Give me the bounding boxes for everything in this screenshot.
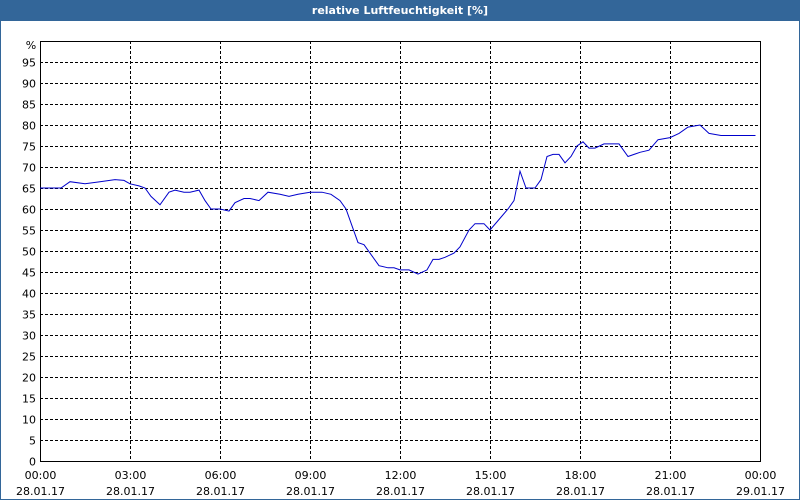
y-tick-label: 65 [22,183,36,196]
x-tick-date-label: 28.01.17 [16,485,65,498]
x-tick-date-label: 28.01.17 [646,485,695,498]
y-tick-label: 30 [22,330,36,343]
x-tick-date-label: 28.01.17 [466,485,515,498]
y-unit-label: % [26,39,36,52]
x-tick-date-label: 29.01.17 [736,485,785,498]
x-tick-time-label: 21:00 [655,469,687,482]
x-tick-time-label: 12:00 [385,469,417,482]
x-tick-time-label: 00:00 [25,469,57,482]
y-tick-label: 90 [22,78,36,91]
x-tick-time-label: 03:00 [115,469,147,482]
y-tick-label: 55 [22,225,36,238]
y-tick-label: 50 [22,246,36,259]
x-tick-date-label: 28.01.17 [286,485,335,498]
x-tick-time-label: 09:00 [295,469,327,482]
y-tick-label: 70 [22,162,36,175]
chart-title: relative Luftfeuchtigkeit [%] [1,1,799,21]
y-tick-label: 95 [22,57,36,70]
y-tick-label: 80 [22,120,36,133]
x-tick-date-label: 28.01.17 [106,485,155,498]
series [40,124,756,275]
y-tick-label: 75 [22,141,36,154]
axes [40,41,761,462]
y-tick-label: 10 [22,414,36,427]
y-tick-labels: 0 5 10 15 20 25 30 35 40 45 50 55 60 65 70 75 80 85 90 95 [22,57,36,469]
y-tick-label: 15 [22,393,36,406]
x-tick-labels: 00:00 28.01.17 03:00 28.01.17 06:00 28.01.17 0… [16,469,785,498]
y-tick-label: 60 [22,204,36,217]
y-tick-label: 35 [22,309,36,322]
humidity-line [40,124,756,275]
y-tick-label: 20 [22,372,36,385]
y-tick-label: 0 [29,456,36,469]
x-tick-time-label: 06:00 [205,469,237,482]
x-tick-time-label: 15:00 [475,469,507,482]
y-tick-label: 5 [29,435,36,448]
y-tick-label: 25 [22,351,36,364]
x-tick-date-label: 28.01.17 [556,485,605,498]
y-tick-label: 40 [22,288,36,301]
x-tick-date-label: 28.01.17 [196,485,245,498]
y-tick-label: 85 [22,99,36,112]
x-tick-date-label: 28.01.17 [376,485,425,498]
y-tick-label: 45 [22,267,36,280]
plot-border [40,41,761,462]
x-tick-time-label: 18:00 [565,469,597,482]
x-tick-time-label: 00:00 [745,469,777,482]
grid [40,41,760,461]
